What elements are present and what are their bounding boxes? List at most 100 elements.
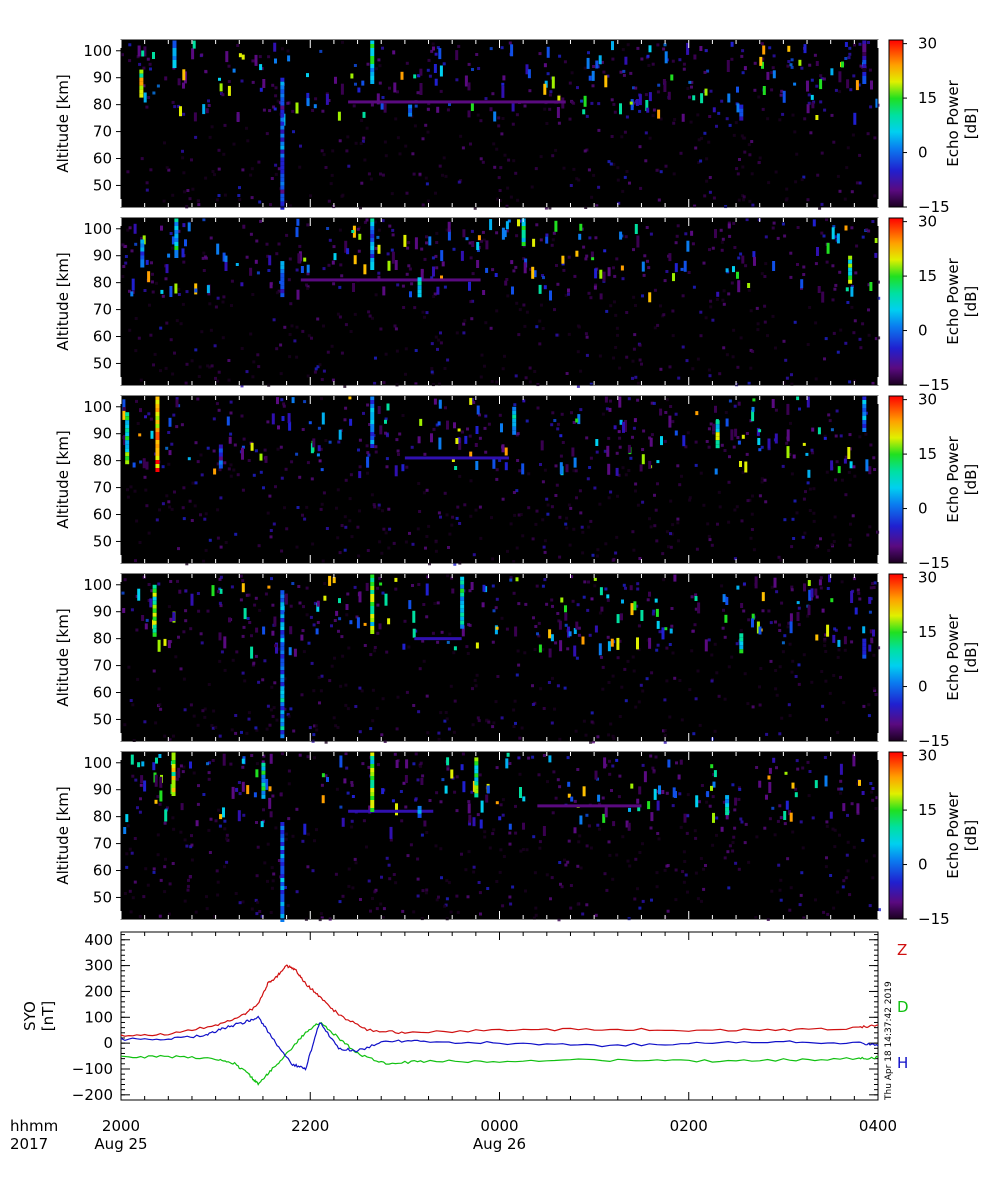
echo-cell — [870, 80, 873, 90]
noise-cell — [370, 103, 374, 107]
noise-cell — [305, 283, 309, 287]
echo-cell — [800, 279, 804, 289]
echo-cell — [682, 435, 686, 447]
echo-cell — [726, 60, 730, 72]
noise-cell — [844, 455, 848, 459]
noise-cell — [325, 92, 329, 96]
noise-cell — [858, 181, 862, 185]
noise-cell — [545, 122, 549, 125]
echo-cell — [679, 759, 683, 765]
noise-cell — [186, 189, 190, 192]
noise-cell — [873, 194, 877, 198]
echo-cell — [714, 468, 718, 475]
noise-cell — [425, 241, 428, 245]
noise-cell — [846, 146, 850, 150]
noise-cell — [652, 108, 656, 112]
echo-cell — [720, 826, 724, 832]
noise-cell — [375, 706, 379, 710]
echo-cell — [297, 253, 301, 264]
noise-cell — [797, 606, 801, 610]
noise-cell — [512, 725, 516, 728]
echo-cell — [328, 575, 332, 586]
noise-cell — [207, 771, 211, 775]
feature-cell — [280, 598, 285, 603]
echo-cell — [137, 762, 141, 768]
noise-cell — [843, 197, 847, 201]
feature-cell — [174, 242, 179, 246]
noise-cell — [848, 893, 852, 897]
noise-cell — [776, 819, 780, 823]
echo-cell — [523, 262, 527, 274]
feature-cell — [460, 596, 465, 601]
echo-cell — [205, 108, 209, 114]
noise-cell — [503, 153, 507, 157]
noise-cell — [347, 884, 351, 888]
noise-cell — [864, 411, 868, 415]
echo-cell — [648, 591, 651, 597]
noise-cell — [794, 787, 798, 791]
echo-cell — [504, 447, 508, 456]
y-tick-label: 100 — [83, 754, 112, 772]
noise-cell — [525, 848, 529, 852]
noise-cell — [632, 248, 635, 252]
noise-cell — [525, 310, 529, 314]
feature-cell — [408, 112, 413, 117]
noise-cell — [338, 617, 342, 621]
noise-cell — [275, 291, 279, 295]
feature-cell — [261, 778, 266, 783]
noise-cell — [508, 895, 512, 899]
noise-cell — [612, 266, 615, 270]
noise-cell — [268, 494, 272, 498]
noise-cell — [656, 482, 659, 486]
feature-cell — [174, 218, 179, 222]
noise-cell — [867, 308, 870, 312]
noise-cell — [398, 152, 402, 156]
noise-cell — [218, 601, 222, 605]
noise-cell — [875, 796, 879, 800]
noise-cell — [384, 417, 388, 421]
noise-cell — [182, 486, 186, 490]
noise-cell — [179, 667, 183, 671]
noise-cell — [492, 609, 496, 613]
echo-cell — [511, 103, 515, 112]
noise-cell — [430, 276, 434, 280]
noise-cell — [722, 608, 725, 612]
noise-cell — [663, 733, 667, 737]
noise-cell — [491, 268, 495, 272]
noise-cell — [801, 846, 805, 850]
noise-cell — [418, 667, 422, 671]
noise-cell — [824, 633, 828, 637]
noise-cell — [832, 225, 836, 229]
feature-cell — [155, 408, 160, 412]
noise-cell — [790, 588, 794, 592]
feature-cell — [417, 281, 422, 286]
feature-cell — [370, 64, 375, 68]
noise-cell — [145, 181, 149, 185]
colorbar-tick-label: 30 — [918, 747, 937, 765]
noise-cell — [567, 332, 571, 336]
noise-cell — [288, 204, 292, 208]
noise-cell — [381, 509, 384, 513]
noise-cell — [266, 254, 270, 258]
noise-cell — [417, 74, 420, 78]
noise-cell — [536, 406, 540, 410]
noise-cell — [497, 176, 501, 180]
noise-cell — [634, 86, 638, 90]
echo-cell — [677, 774, 681, 780]
noise-cell — [456, 910, 460, 914]
noise-cell — [850, 190, 854, 194]
noise-cell — [138, 810, 142, 814]
noise-cell — [512, 708, 516, 712]
noise-cell — [336, 536, 340, 540]
echo-cell — [806, 80, 809, 92]
feature-cell — [370, 226, 375, 230]
noise-cell — [156, 833, 160, 837]
echo-cell — [241, 445, 245, 449]
echo-cell — [599, 269, 603, 279]
noise-cell — [713, 642, 717, 646]
noise-cell — [439, 800, 443, 804]
noise-cell — [336, 312, 340, 316]
noise-cell — [731, 783, 735, 787]
noise-cell — [394, 881, 398, 885]
noise-cell — [657, 837, 661, 841]
